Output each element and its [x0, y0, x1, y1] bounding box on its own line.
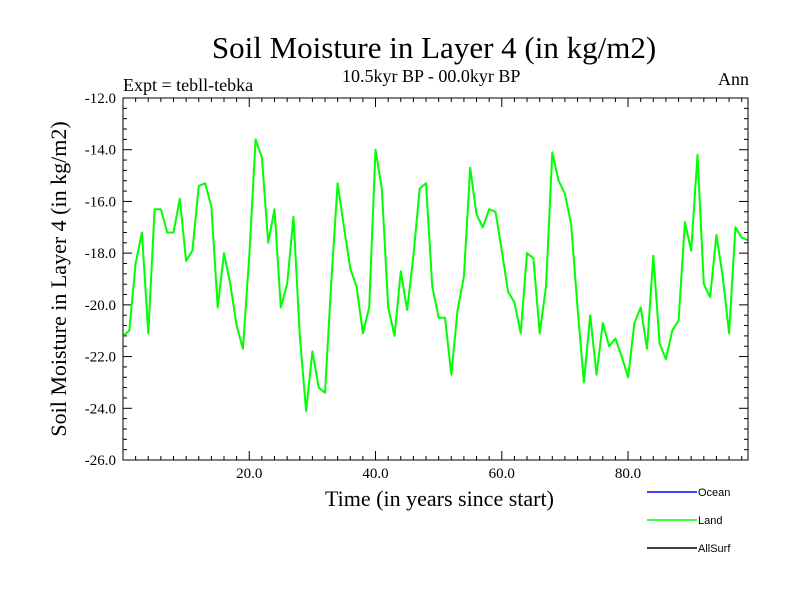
legend-label-ocean: Ocean [698, 487, 730, 499]
chart-title: Soil Moisture in Layer 4 (in kg/m2) [211, 30, 657, 65]
chart-subtitle: 10.5kyr BP - 00.0kyr BP [342, 66, 521, 86]
series-layer [122, 138, 749, 412]
legend: Ocean Land AllSurf [647, 487, 731, 555]
y-axis-label: Soil Moisture in Layer 4 (in kg/m2) [46, 121, 71, 436]
tick-labels: 20.0 40.0 60.0 80.0 -26.0 -24.0 -22.0 -20.0 -18.… [85, 91, 641, 482]
tick-marks [123, 98, 748, 460]
series-line-land [122, 138, 749, 412]
y-tick-label: -26.0 [85, 453, 116, 469]
legend-label-allsurf: AllSurf [698, 543, 731, 555]
x-tick-label: 80.0 [615, 466, 641, 482]
y-tick-label: -24.0 [85, 401, 116, 417]
y-tick-label: -18.0 [85, 246, 116, 262]
x-tick-label: 40.0 [362, 466, 388, 482]
y-tick-label: -22.0 [85, 350, 116, 366]
season-label: Ann [718, 69, 749, 89]
y-tick-label: -14.0 [85, 143, 116, 159]
x-tick-label: 20.0 [236, 466, 262, 482]
x-axis-label: Time (in years since start) [325, 486, 554, 511]
y-tick-label: -16.0 [85, 194, 116, 210]
legend-label-land: Land [698, 515, 722, 527]
experiment-label: Expt = tebll-tebka [123, 75, 254, 95]
plot-frame [122, 97, 749, 461]
y-tick-label: -20.0 [85, 298, 116, 314]
y-tick-label: -12.0 [85, 91, 116, 107]
x-tick-label: 60.0 [489, 466, 515, 482]
